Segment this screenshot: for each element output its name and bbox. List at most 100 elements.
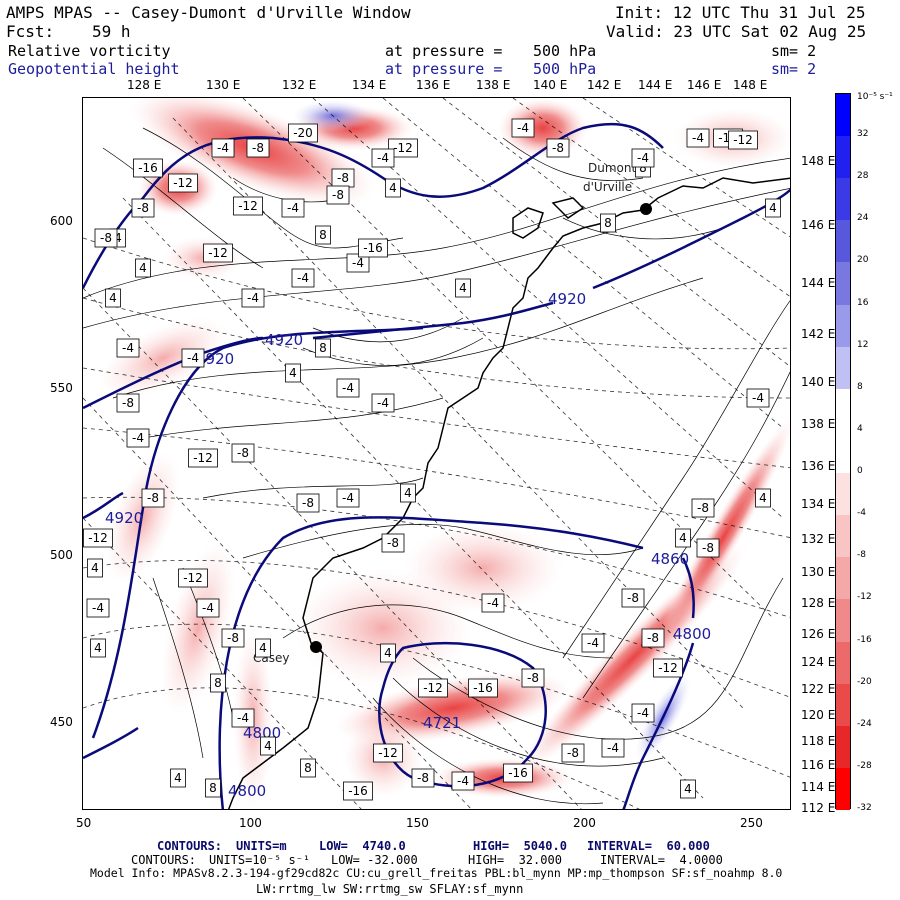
contours2-high: HIGH= 32.000 xyxy=(468,853,562,867)
colorbar xyxy=(835,93,851,810)
vorticity-label: -4 xyxy=(86,598,110,618)
vorticity-label-text: -4 xyxy=(377,151,389,165)
vorticity-label-text: 8 xyxy=(639,161,647,175)
vorticity-label-text: -4 xyxy=(637,706,649,720)
vorticity-label: -8 xyxy=(621,588,645,608)
vorticity-label: -8 xyxy=(546,138,570,158)
station-dumont-label-2: d'Urville xyxy=(583,180,632,194)
vorticity-label: -4 xyxy=(196,598,220,618)
vorticity-label-text: 4 xyxy=(264,739,272,753)
top-lon-label: 138 E xyxy=(476,78,511,92)
vorticity-label-text: -4 xyxy=(297,271,309,285)
vorticity-label: -8 xyxy=(141,488,165,508)
vorticity-label: 8 xyxy=(315,338,331,358)
vorticity-label: 4 xyxy=(255,638,271,658)
vorticity-label-text: -16 xyxy=(473,681,493,695)
vorticity-label-text: -8 xyxy=(702,541,714,555)
vorticity-label: -8 xyxy=(561,743,585,763)
vorticity-label: -8 xyxy=(326,185,350,205)
vorticity-shading xyxy=(98,98,790,808)
vorticity-label-text: -4 xyxy=(132,431,144,445)
colorbar-tick-label: 16 xyxy=(857,297,869,308)
vorticity-label-text: -8 xyxy=(147,491,159,505)
vorticity-label: 8 xyxy=(300,758,316,778)
right-lon-label: 130 E xyxy=(801,565,836,579)
vorticity-label-text: 4 xyxy=(384,646,392,660)
y-tick-label: 450 xyxy=(50,715,73,729)
vorticity-label-text: 4 xyxy=(174,771,182,785)
contours2-units: UNITS=10⁻⁵ s⁻¹ xyxy=(209,853,311,867)
colorbar-swatch xyxy=(836,683,850,726)
vorticity-label: 4 xyxy=(87,558,103,578)
vorticity-label: -4 xyxy=(231,708,255,728)
right-lon-label: 116 E xyxy=(801,758,836,772)
station-markers xyxy=(310,203,652,653)
vorticity-label-text: -12 xyxy=(423,681,443,695)
vorticity-label: -4 xyxy=(336,488,360,508)
vorticity-label-text: -8 xyxy=(332,188,344,202)
vorticity-label: -12 xyxy=(178,568,208,588)
vorticity-label: -8 xyxy=(696,538,720,558)
vorticity-label-text: -16 xyxy=(138,161,158,175)
vorticity-label-text: 4 xyxy=(679,531,687,545)
vorticity-label: 4 xyxy=(755,488,771,508)
contours1-units: UNITS=m xyxy=(236,839,287,853)
vorticity-label: 8 xyxy=(600,213,616,233)
vorticity-label-text: -4 xyxy=(247,291,259,305)
field1-pressure-label: at pressure = xyxy=(385,42,503,60)
right-lon-label: 114 E xyxy=(801,780,836,794)
vorticity-label: 4 xyxy=(675,528,691,548)
vorticity-label-text: -4 xyxy=(487,596,499,610)
x-tick-label: 200 xyxy=(573,816,596,830)
top-lon-label: 148 E xyxy=(733,78,768,92)
vorticity-label: -12 xyxy=(188,448,218,468)
vorticity-label: -12 xyxy=(233,196,263,216)
vorticity-label: -4 xyxy=(281,198,305,218)
vorticity-label-text: -8 xyxy=(552,141,564,155)
colorbar-unit: 10⁻⁵ s⁻¹ xyxy=(857,92,893,102)
station-dumont-durville-marker xyxy=(640,203,652,215)
right-lon-label: 124 E xyxy=(801,655,836,669)
vorticity-label-text: -8 xyxy=(100,231,112,245)
vorticity-label: 4 xyxy=(170,768,186,788)
init-time: Init: 12 UTC Thu 31 Jul 25 xyxy=(615,3,866,22)
vorticity-label: -8 xyxy=(411,768,435,788)
height-label: 4920 xyxy=(105,509,143,527)
contours1-interval: INTERVAL= 60.000 xyxy=(587,839,710,853)
map-plot-area[interactable]: 4920 4920 4920 4920 4860 4800 4800 4721 … xyxy=(82,97,791,810)
field1-pressure: 500 hPa xyxy=(533,42,597,60)
field2-name: Geopotential height xyxy=(8,60,180,78)
vorticity-label: -4 xyxy=(746,388,770,408)
contours1-low: LOW= 4740.0 xyxy=(319,839,406,853)
vorticity-label-text: -4 xyxy=(287,201,299,215)
x-tick-label: 150 xyxy=(406,816,429,830)
vorticity-label: 4 xyxy=(765,198,781,218)
vorticity-label: -4 xyxy=(211,138,235,158)
right-lon-label: 146 E xyxy=(801,218,836,232)
vorticity-label-text: -8 xyxy=(137,201,149,215)
vorticity-label-text: -4 xyxy=(342,491,354,505)
vorticity-label-text: 8 xyxy=(319,228,327,242)
vorticity-label-text: 4 xyxy=(114,231,122,245)
contours2-low: LOW= -32.000 xyxy=(331,853,418,867)
height-label: 4860 xyxy=(651,550,689,568)
vorticity-label-text: -12 xyxy=(658,661,678,675)
colorbar-swatch xyxy=(836,388,850,431)
right-lon-label: 142 E xyxy=(801,327,836,341)
vorticity-label-text: -12 xyxy=(193,451,213,465)
vorticity-label: 4 xyxy=(285,363,301,383)
colorbar-tick-label: -20 xyxy=(857,676,872,687)
top-lon-label: 132 E xyxy=(282,78,317,92)
vorticity-label-text: -12 xyxy=(208,246,228,260)
vorticity-label: -8 xyxy=(641,628,665,648)
y-tick-label: 550 xyxy=(50,381,73,395)
colorbar-tick-label: 0 xyxy=(857,466,863,477)
field2-pressure: 500 hPa xyxy=(533,60,597,78)
colorbar-swatch xyxy=(836,599,850,642)
vorticity-label: 4 xyxy=(105,288,121,308)
vorticity-label-text: -4 xyxy=(92,601,104,615)
vorticity-label: -4 xyxy=(346,253,370,273)
vorticity-label-text: 4 xyxy=(459,281,467,295)
map-title: AMPS MPAS -- Casey-Dumont d'Urville Wind… xyxy=(6,3,411,22)
coastline xyxy=(227,177,790,809)
